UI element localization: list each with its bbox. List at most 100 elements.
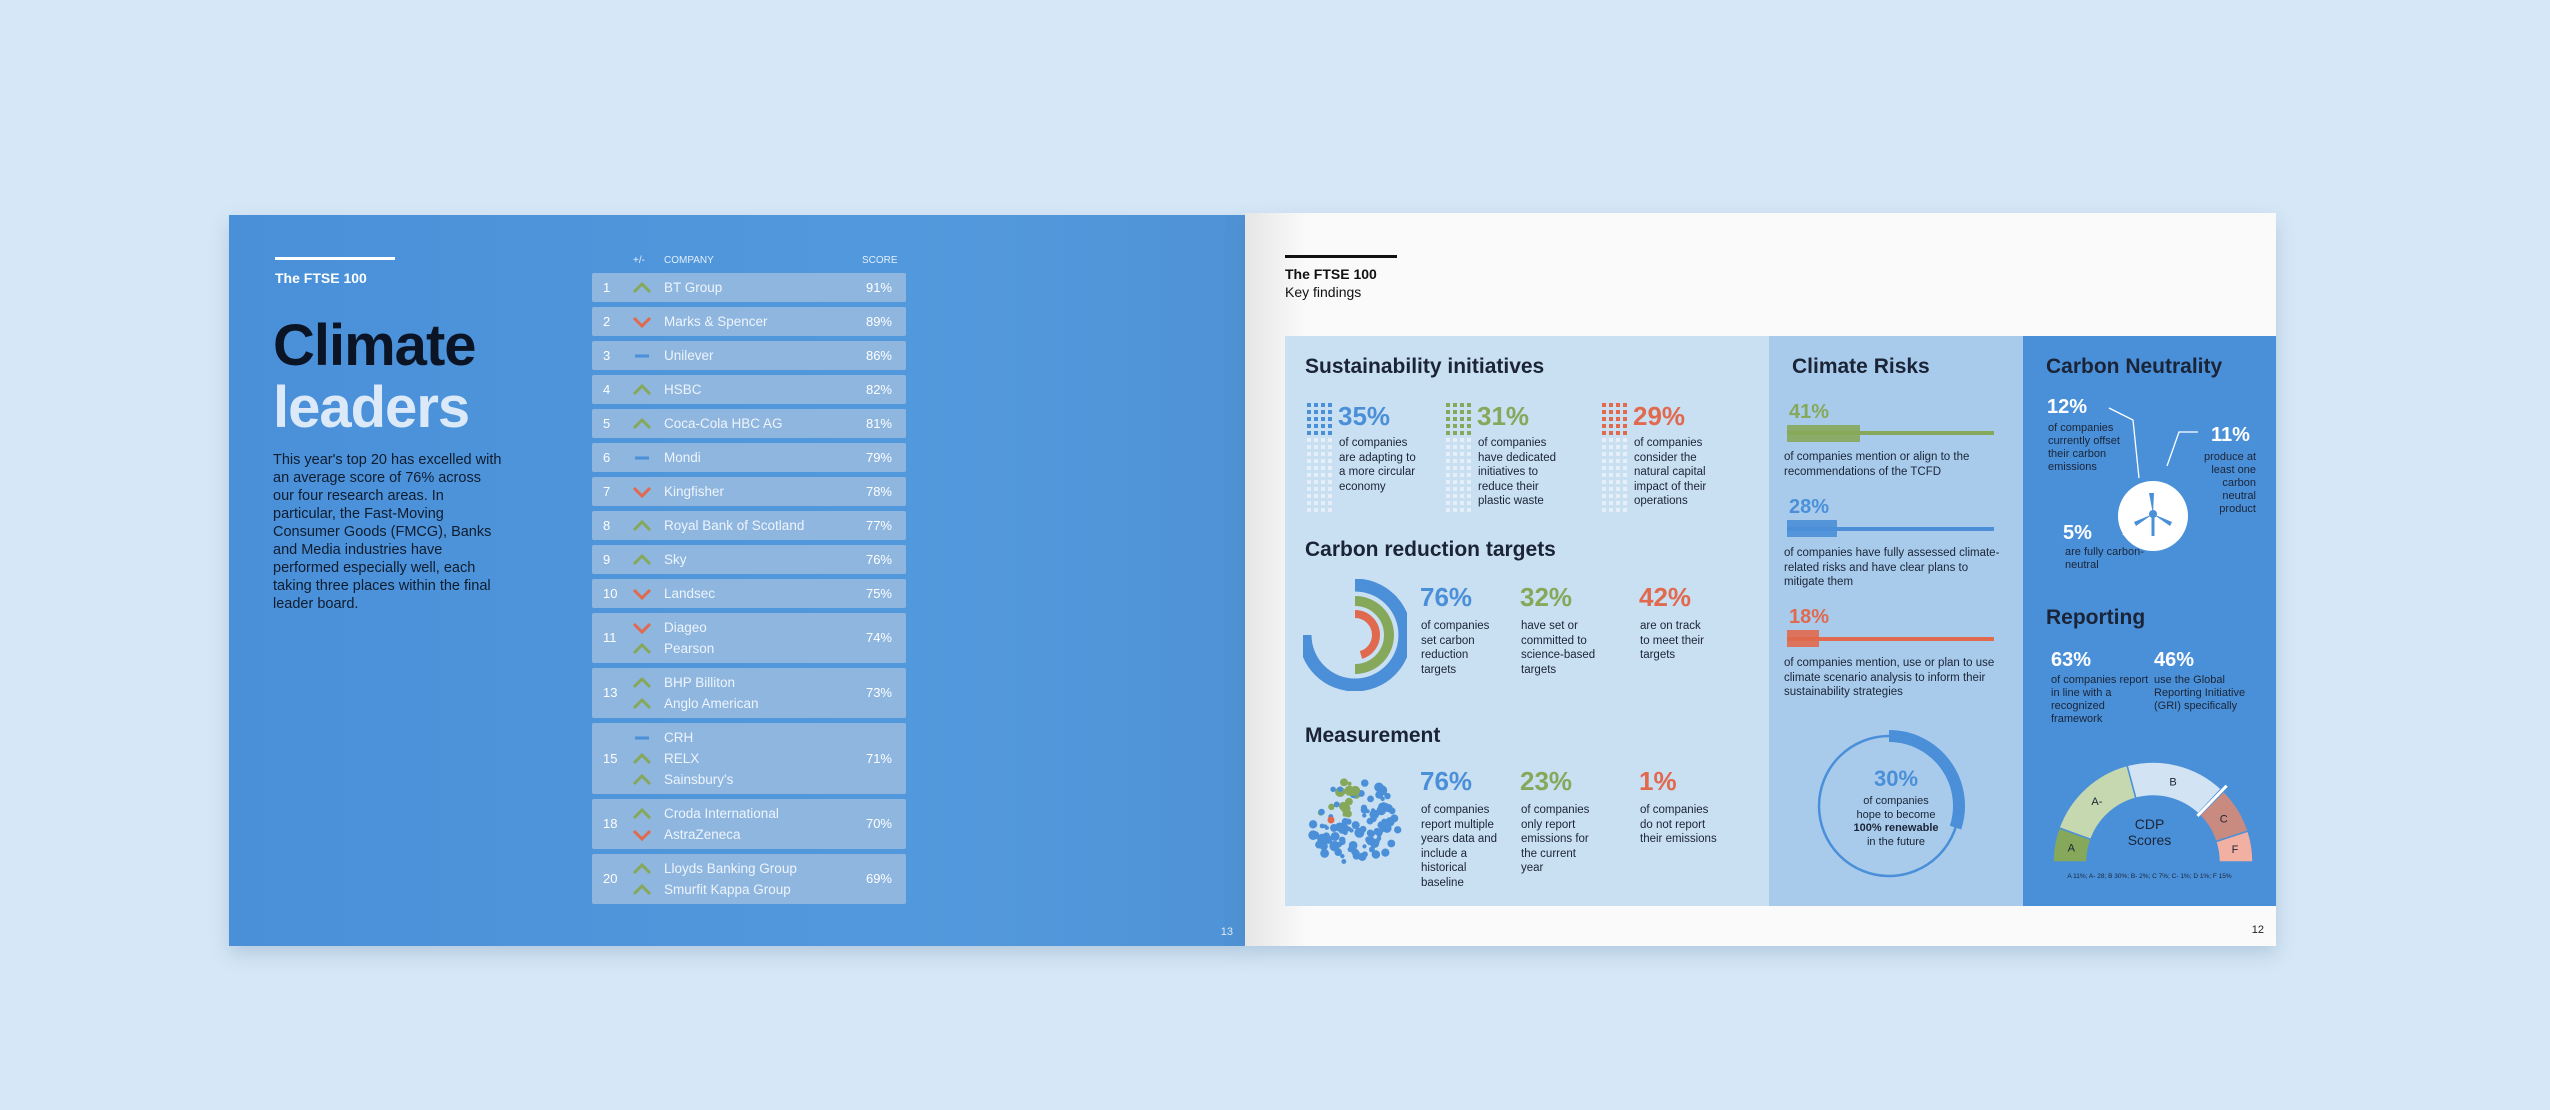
heading-reporting: Reporting bbox=[2046, 606, 2146, 629]
score-value: 71% bbox=[865, 750, 892, 766]
company-name: Lloyds Banking Group bbox=[664, 861, 797, 876]
arrow-up-icon bbox=[632, 417, 652, 430]
arrow-up-icon bbox=[632, 553, 652, 566]
dash-icon bbox=[635, 456, 649, 460]
intro-paragraph: This year's top 20 has excelled with an … bbox=[273, 452, 502, 612]
panel-carbon-neutrality: Carbon Neutrality 12% of companies curre… bbox=[2023, 336, 2276, 906]
gauge-grade-label: C bbox=[2220, 814, 2228, 826]
company-name: Sainsbury's bbox=[664, 772, 734, 787]
dot-grid-icon bbox=[1602, 403, 1627, 512]
risk-scenario-track bbox=[1787, 637, 1994, 641]
rank-number: 10 bbox=[603, 585, 618, 601]
company-name: Kingfisher bbox=[664, 484, 725, 499]
risk-tcfd-track bbox=[1787, 431, 1994, 435]
score-value: 81% bbox=[865, 415, 892, 431]
rank-number: 11 bbox=[603, 630, 617, 645]
arrow-up-icon bbox=[632, 281, 652, 294]
table-row: 18 70% Croda International AstraZeneca bbox=[592, 799, 906, 849]
score-value: 79% bbox=[865, 449, 892, 465]
company-name: Anglo American bbox=[664, 696, 759, 711]
risk-tcfd-text: of companies mention or align to the rec… bbox=[1784, 451, 1970, 478]
dot-grid-icon bbox=[1307, 403, 1332, 512]
rank-number: 18 bbox=[603, 816, 618, 831]
rank-number: 15 bbox=[603, 750, 618, 766]
dash-icon bbox=[635, 736, 649, 740]
table-row: 15 71% CRH RELX Sainsbury's bbox=[592, 723, 906, 794]
wind-turbine-icon bbox=[2118, 481, 2188, 551]
stat-science-value: 32% bbox=[1520, 582, 1573, 612]
risk-scenario-text: of companies mention, use or plan to use… bbox=[1784, 657, 1995, 698]
company-name: Royal Bank of Scotland bbox=[664, 518, 805, 533]
stat-no-report-value: 1% bbox=[1639, 766, 1677, 796]
arrow-up-icon bbox=[632, 383, 652, 396]
offset-text: of companies currently offset their carb… bbox=[2048, 422, 2120, 473]
arrow-up-icon bbox=[632, 752, 652, 765]
risk-assessed-text: of companies have fully assessed climate… bbox=[1784, 547, 2000, 588]
company-name: Mondi bbox=[664, 450, 701, 465]
gauge-label-scores: Scores bbox=[2127, 832, 2172, 848]
stat-multi-year-text: of companies report multiple years data … bbox=[1421, 804, 1498, 889]
neutral-product-value: 11% bbox=[2211, 424, 2250, 446]
stat-current-year-text: of companies only report emissions for t… bbox=[1521, 804, 1590, 874]
table-row: 10 75% Landsec bbox=[592, 579, 906, 608]
gauge-label-cdp: CDP bbox=[2134, 816, 2165, 832]
renewable-bold: 100% renewable bbox=[1853, 822, 1939, 834]
section-rule bbox=[1285, 255, 1397, 258]
page-subtitle: Key findings bbox=[1285, 284, 1362, 300]
arrow-up-icon bbox=[632, 862, 652, 875]
arrow-down-icon bbox=[632, 829, 652, 842]
arrow-up-icon bbox=[632, 676, 652, 689]
company-name: CRH bbox=[664, 730, 694, 745]
gauge-segment-F bbox=[2214, 830, 2254, 863]
rank-number: 1 bbox=[603, 279, 611, 295]
table-row: 7 78% Kingfisher bbox=[592, 477, 906, 506]
stat-natural-capital-text: of companies consider the natural capita… bbox=[1634, 437, 1707, 507]
company-name: Landsec bbox=[664, 586, 716, 601]
framework-text: of companies report in line with a recog… bbox=[2051, 674, 2149, 725]
company-name: Diageo bbox=[664, 620, 707, 635]
score-value: 69% bbox=[865, 871, 892, 886]
header-score: SCORE bbox=[862, 255, 898, 266]
arrow-up-icon bbox=[632, 883, 652, 896]
title-climate: Climate bbox=[273, 313, 477, 378]
arrow-up-icon bbox=[632, 697, 652, 710]
company-name: AstraZeneca bbox=[664, 827, 741, 842]
dash-icon bbox=[635, 354, 649, 358]
renewable-line3: in the future bbox=[1866, 835, 1926, 848]
stat-targets-value: 76% bbox=[1420, 582, 1473, 612]
rank-number: 20 bbox=[603, 871, 618, 886]
rank-number: 9 bbox=[603, 551, 611, 567]
gauge-segment-B bbox=[2126, 761, 2223, 815]
score-value: 76% bbox=[865, 551, 892, 567]
rank-number: 6 bbox=[603, 449, 611, 465]
rank-number: 2 bbox=[603, 313, 611, 329]
left-page: The FTSE 100 Climate leaders This year's… bbox=[229, 215, 1245, 946]
risk-scenario-bar bbox=[1787, 630, 1820, 647]
risk-assessed-value: 28% bbox=[1789, 496, 1830, 518]
rank-number: 5 bbox=[603, 415, 611, 431]
company-name: Coca-Cola HBC AG bbox=[664, 416, 783, 431]
right-page: The FTSE 100 Key findings Sustainability… bbox=[1245, 213, 2276, 946]
gri-value: 46% bbox=[2154, 649, 2195, 671]
table-row: 13 73% BHP Billiton Anglo American bbox=[592, 668, 906, 718]
stat-circular-text: of companies are adapting to a more circ… bbox=[1339, 437, 1416, 493]
stat-targets-text: of companies set carbon reduction target… bbox=[1421, 620, 1490, 676]
heading-sustainability: Sustainability initiatives bbox=[1305, 355, 1545, 378]
arrow-up-icon bbox=[632, 519, 652, 532]
section-rule bbox=[275, 257, 395, 260]
table-row: 5 81% Coca-Cola HBC AG bbox=[592, 409, 906, 438]
risk-assessed-track bbox=[1787, 527, 1994, 531]
risk-assessed-bar bbox=[1787, 520, 1837, 537]
gauge-grade-label: F bbox=[2232, 844, 2239, 856]
company-name: Smurfit Kappa Group bbox=[664, 882, 791, 897]
gauge-grade-label: B bbox=[2169, 776, 2176, 788]
stat-plastic-text: of companies have dedicated initiatives … bbox=[1478, 437, 1557, 507]
page-number: 12 bbox=[2251, 924, 2264, 936]
table-row: 4 82% HSBC bbox=[592, 375, 906, 404]
arrow-up-icon bbox=[632, 807, 652, 820]
panel-climate-risks: Climate Risks 41% of companies mention o… bbox=[1769, 336, 2023, 906]
gauge-grade-label: A- bbox=[2091, 796, 2102, 808]
company-name: BT Group bbox=[664, 280, 723, 295]
company-name: RELX bbox=[664, 751, 700, 766]
table-row: 2 89% Marks & Spencer bbox=[592, 307, 906, 336]
